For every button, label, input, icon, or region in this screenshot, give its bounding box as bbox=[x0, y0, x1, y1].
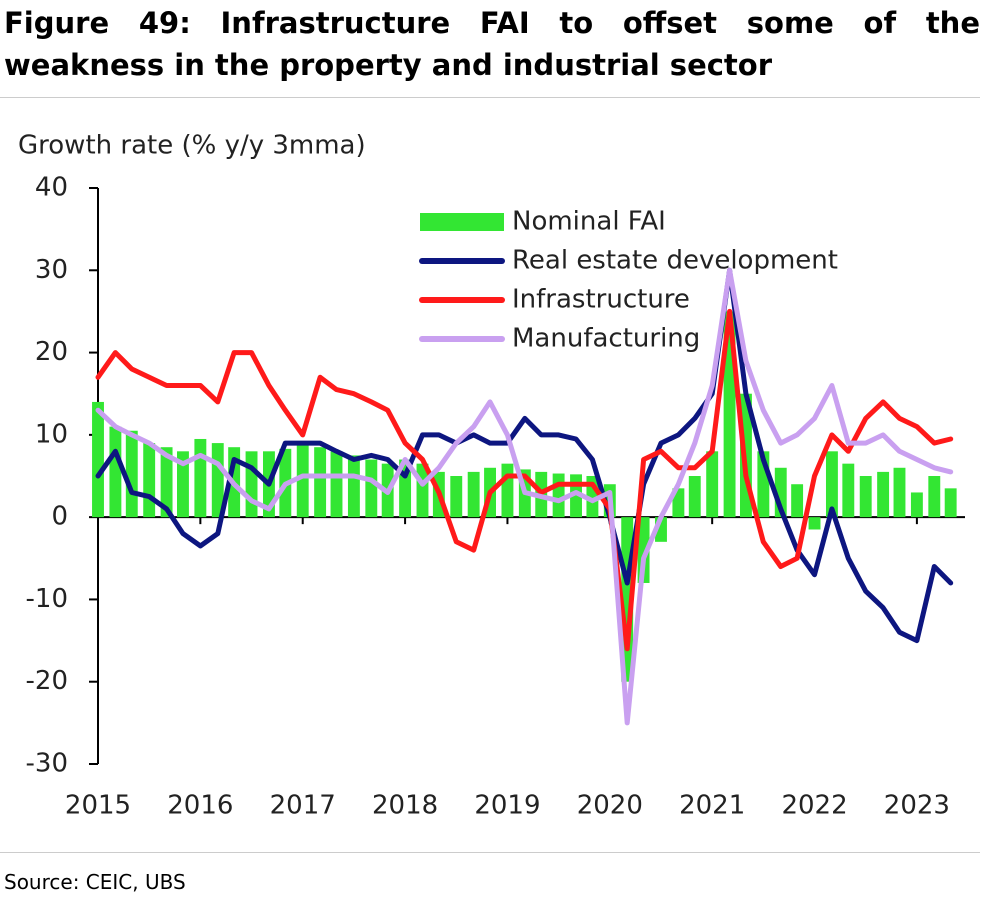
bar bbox=[586, 476, 599, 518]
bar bbox=[92, 401, 104, 518]
rule bbox=[0, 97, 980, 98]
y-tick-label: -30 bbox=[26, 749, 68, 779]
bar bbox=[399, 459, 412, 518]
bar bbox=[910, 492, 923, 518]
bar bbox=[791, 484, 804, 518]
x-tick-label: 2022 bbox=[781, 791, 847, 821]
y-tick-label: -10 bbox=[26, 584, 68, 614]
rule bbox=[0, 852, 980, 853]
y-tick-label: 20 bbox=[35, 337, 68, 367]
y-tick-label: 30 bbox=[35, 255, 68, 285]
bar bbox=[944, 488, 957, 518]
bar bbox=[877, 471, 890, 518]
figure-title: Figure 49: Infrastructure FAI to offset … bbox=[4, 6, 980, 82]
legend-label: Nominal FAI bbox=[512, 207, 666, 237]
bar bbox=[501, 463, 514, 518]
bar bbox=[570, 474, 582, 518]
legend-label: Real estate development bbox=[512, 246, 838, 276]
y-tick-label: 10 bbox=[35, 419, 68, 449]
bar bbox=[365, 459, 378, 518]
bar bbox=[706, 451, 719, 518]
bar bbox=[177, 451, 189, 518]
bar bbox=[416, 463, 429, 518]
bar bbox=[928, 476, 941, 518]
x-tick-label: 2017 bbox=[270, 791, 336, 821]
bar bbox=[314, 447, 327, 518]
bar bbox=[160, 447, 173, 518]
legend-label: Infrastructure bbox=[512, 285, 690, 315]
line bbox=[95, 308, 954, 652]
bar bbox=[125, 430, 138, 518]
bar bbox=[688, 476, 701, 518]
line bbox=[95, 267, 954, 726]
bar bbox=[774, 467, 787, 518]
bar bbox=[109, 426, 122, 518]
bar bbox=[842, 463, 855, 518]
bar bbox=[194, 438, 207, 518]
bar bbox=[347, 455, 360, 518]
bar bbox=[808, 517, 821, 530]
bar bbox=[757, 451, 770, 518]
x-tick-label: 2019 bbox=[474, 791, 540, 821]
bar bbox=[330, 451, 343, 518]
bar bbox=[893, 467, 906, 518]
bar bbox=[211, 443, 224, 518]
bar bbox=[467, 471, 480, 518]
x-tick-label: 2018 bbox=[372, 791, 438, 821]
x-tick-label: 2020 bbox=[577, 791, 643, 821]
y-axis-label: Growth rate (% y/y 3mma) bbox=[18, 131, 366, 161]
bar bbox=[825, 451, 838, 518]
bar bbox=[552, 473, 565, 518]
bar bbox=[450, 476, 463, 518]
y-tick-label: -20 bbox=[26, 666, 68, 696]
legend-swatch bbox=[420, 213, 504, 231]
bar bbox=[621, 517, 634, 682]
x-tick-label: 2015 bbox=[65, 791, 131, 821]
bar bbox=[655, 517, 667, 542]
line bbox=[95, 267, 954, 644]
chart: Growth rate (% y/y 3mma) -30 -20 -10 0 10 20 3… bbox=[18, 131, 965, 821]
bar bbox=[859, 476, 872, 518]
x-tick-label: 2021 bbox=[679, 791, 745, 821]
bar bbox=[143, 443, 156, 518]
x-tick-label: 2016 bbox=[167, 791, 233, 821]
bar bbox=[296, 443, 309, 518]
bar bbox=[723, 311, 736, 518]
bar bbox=[637, 517, 650, 583]
bar bbox=[672, 488, 685, 518]
y-tick-label: 40 bbox=[35, 173, 68, 203]
legend-label: Manufacturing bbox=[512, 324, 700, 354]
y-tick-label: 0 bbox=[51, 502, 68, 532]
source: Source: CEIC, UBS bbox=[4, 870, 186, 894]
bar bbox=[245, 451, 258, 518]
x-tick-label: 2023 bbox=[884, 791, 950, 821]
